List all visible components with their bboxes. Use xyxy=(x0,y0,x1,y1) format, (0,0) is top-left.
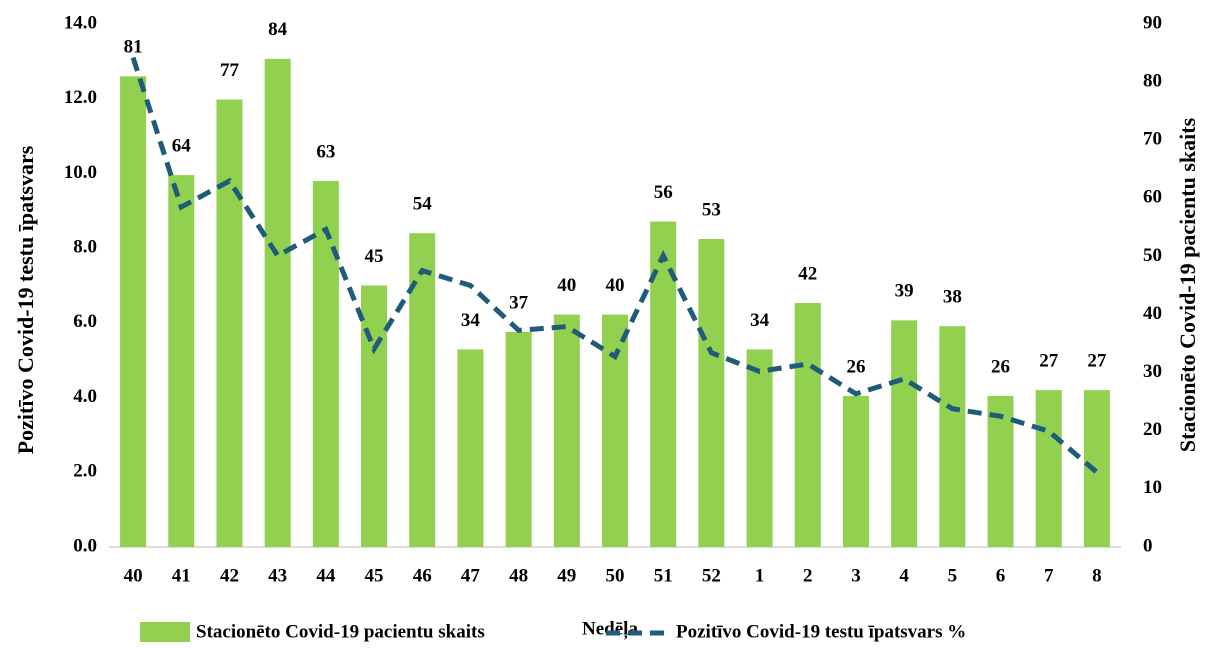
x-tick-label: 41 xyxy=(172,565,191,586)
x-tick-label: 5 xyxy=(948,565,958,586)
x-tick-label: 45 xyxy=(365,565,384,586)
legend-label: Stacionēto Covid-19 pacientu skaits xyxy=(196,621,485,642)
data-label: 45 xyxy=(365,246,384,267)
y2-axis-title: Stacionēto Covid-19 pacientu skaits xyxy=(1175,117,1200,452)
line xyxy=(130,56,1099,475)
data-label: 26 xyxy=(991,356,1010,377)
bar xyxy=(457,349,484,547)
x-tick-label: 2 xyxy=(803,565,813,586)
x-tick-label: 44 xyxy=(316,565,336,586)
data-label: 54 xyxy=(413,194,433,215)
x-axis-title: Nedēļa xyxy=(582,618,638,639)
bar xyxy=(939,326,966,547)
data-label: 40 xyxy=(557,275,576,296)
data-label: 77 xyxy=(220,60,240,81)
bar xyxy=(312,180,339,547)
bar xyxy=(1083,390,1110,547)
y-tick-label: 8.0 xyxy=(73,237,97,258)
y-tick-label: 4.0 xyxy=(73,386,97,407)
x-tick-label: 48 xyxy=(509,565,528,586)
bar xyxy=(553,314,580,547)
bar xyxy=(505,331,532,547)
x-tick-label: 7 xyxy=(1044,565,1054,586)
y2-tick-label: 40 xyxy=(1143,303,1162,324)
x-tick-label: 42 xyxy=(220,565,239,586)
data-label: 81 xyxy=(124,37,143,58)
data-label: 63 xyxy=(316,141,335,162)
data-label: 53 xyxy=(702,199,721,220)
x-tick-label: 3 xyxy=(851,565,861,586)
data-label: 64 xyxy=(172,135,192,156)
data-label: 37 xyxy=(509,292,529,313)
x-tick-label: 49 xyxy=(557,565,576,586)
x-tick-label: 51 xyxy=(654,565,673,586)
y-axis-title: Pozitīvo Covid-19 testu īpatsvars xyxy=(13,145,38,454)
bar xyxy=(987,395,1014,547)
data-label: 38 xyxy=(943,287,962,308)
x-tick-label: 50 xyxy=(606,565,625,586)
y-tick-label: 10.0 xyxy=(64,162,97,183)
y-tick-label: 0.0 xyxy=(73,535,97,556)
data-label: 27 xyxy=(1087,350,1107,371)
bar xyxy=(746,349,773,547)
y-tick-label: 6.0 xyxy=(73,311,97,332)
bar xyxy=(216,99,243,548)
legend-swatch xyxy=(140,622,190,642)
y2-tick-label: 20 xyxy=(1143,419,1162,440)
data-label: 27 xyxy=(1039,350,1059,371)
data-label: 84 xyxy=(268,19,288,40)
bar xyxy=(409,233,436,547)
y-tick-label: 2.0 xyxy=(73,461,97,482)
bar xyxy=(168,175,195,548)
x-tick-label: 40 xyxy=(124,565,143,586)
data-label: 26 xyxy=(846,356,865,377)
x-tick-label: 43 xyxy=(268,565,287,586)
bar xyxy=(698,239,725,547)
y2-tick-label: 60 xyxy=(1143,187,1162,208)
y2-tick-label: 70 xyxy=(1143,129,1162,150)
bar xyxy=(794,302,821,547)
data-label: 42 xyxy=(798,263,817,284)
bar xyxy=(891,320,918,547)
bar xyxy=(1035,390,1062,547)
y-tick-label: 14.0 xyxy=(64,12,97,33)
y-tick-label: 12.0 xyxy=(64,87,97,108)
x-tick-label: 46 xyxy=(413,565,432,586)
x-tick-label: 4 xyxy=(899,565,909,586)
bar xyxy=(120,76,147,548)
bar xyxy=(264,58,291,547)
y2-tick-label: 30 xyxy=(1143,361,1162,382)
bar xyxy=(842,395,869,547)
data-label: 34 xyxy=(750,310,770,331)
y2-tick-label: 90 xyxy=(1143,12,1162,33)
legend-label: Pozitīvo Covid-19 testu īpatsvars % xyxy=(676,621,966,642)
bar xyxy=(602,314,628,547)
y2-tick-label: 80 xyxy=(1143,70,1162,91)
data-label: 40 xyxy=(606,275,625,296)
data-label: 39 xyxy=(895,281,914,302)
x-tick-label: 1 xyxy=(755,565,765,586)
data-label: 56 xyxy=(654,182,673,203)
y2-tick-label: 0 xyxy=(1143,535,1153,556)
data-label: 34 xyxy=(461,310,481,331)
x-tick-label: 47 xyxy=(461,565,481,586)
x-tick-label: 6 xyxy=(996,565,1006,586)
x-tick-label: 52 xyxy=(702,565,721,586)
x-tick-label: 8 xyxy=(1092,565,1102,586)
y2-tick-label: 10 xyxy=(1143,477,1162,498)
bar xyxy=(361,285,388,547)
y2-tick-label: 50 xyxy=(1143,245,1162,266)
